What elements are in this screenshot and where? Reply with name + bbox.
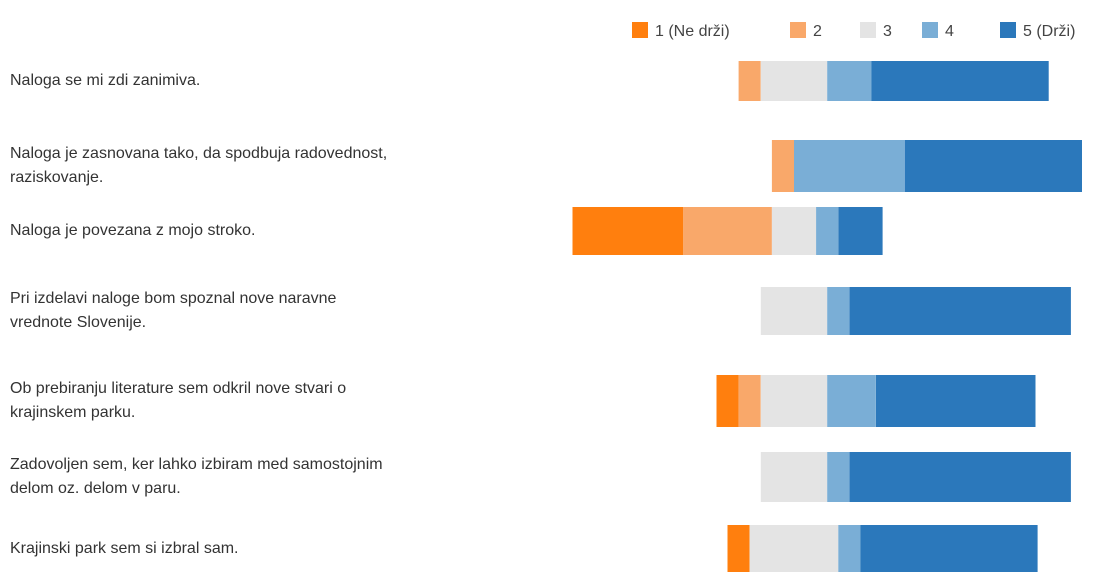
bar-row5-level4 bbox=[827, 375, 876, 427]
bar-row7-level3 bbox=[749, 525, 839, 572]
legend-swatch-2 bbox=[790, 22, 806, 38]
bars bbox=[572, 61, 1082, 572]
legend-label-5: 5 (Drži) bbox=[1023, 23, 1075, 40]
legend-label-2: 2 bbox=[813, 23, 822, 40]
legend-swatch-3 bbox=[860, 22, 876, 38]
bar-row5-level2 bbox=[738, 375, 761, 427]
bar-row6-level3 bbox=[760, 452, 828, 502]
bar-row6-level4 bbox=[827, 452, 850, 502]
legend-label-3: 3 bbox=[883, 23, 892, 40]
bar-row1-level2 bbox=[738, 61, 761, 101]
bar-row2-level5 bbox=[904, 140, 1082, 192]
bar-row5-level3 bbox=[760, 375, 828, 427]
bar-row4-level5 bbox=[849, 287, 1071, 335]
bar-row2-level4 bbox=[794, 140, 905, 192]
bar-row1-level3 bbox=[760, 61, 828, 101]
bar-row3-level1 bbox=[572, 207, 684, 255]
bar-row1-level4 bbox=[827, 61, 872, 101]
bar-row6-level5 bbox=[849, 452, 1071, 502]
category-label-6: Zadovoljen sem, ker lahko izbiram med sa… bbox=[10, 456, 383, 497]
bar-row4-level4 bbox=[827, 287, 850, 335]
legend: 1 (Ne drži) 2 3 4 5 (Drži) bbox=[632, 22, 1075, 40]
legend-label-4: 4 bbox=[945, 23, 954, 40]
legend-label-1: 1 (Ne drži) bbox=[655, 23, 730, 40]
bar-row2-level2 bbox=[771, 140, 794, 192]
bar-row3-level4 bbox=[816, 207, 839, 255]
bar-row5-level5 bbox=[876, 375, 1036, 427]
category-label-7: Krajinski park sem si izbral sam. bbox=[10, 540, 239, 557]
bar-row4-level3 bbox=[760, 287, 828, 335]
bar-row3-level5 bbox=[838, 207, 883, 255]
bar-row5-level1 bbox=[716, 375, 739, 427]
category-label-4: Pri izdelavi naloge bom spoznal nove nar… bbox=[10, 290, 337, 331]
bar-row3-level2 bbox=[683, 207, 772, 255]
category-label-5: Ob prebiranju literature sem odkril nove… bbox=[10, 380, 347, 421]
bar-row3-level3 bbox=[771, 207, 817, 255]
legend-swatch-5 bbox=[1000, 22, 1016, 38]
bar-row1-level5 bbox=[871, 61, 1049, 101]
bar-row7-level5 bbox=[860, 525, 1038, 572]
legend-swatch-4 bbox=[922, 22, 938, 38]
category-label-2: Naloga je zasnovana tako, da spodbuja ra… bbox=[10, 145, 388, 186]
category-label-3: Naloga je povezana z mojo stroko. bbox=[10, 222, 256, 239]
bar-row7-level1 bbox=[727, 525, 750, 572]
category-label-1: Naloga se mi zdi zanimiva. bbox=[10, 72, 201, 89]
bar-row7-level4 bbox=[838, 525, 861, 572]
legend-swatch-1 bbox=[632, 22, 648, 38]
